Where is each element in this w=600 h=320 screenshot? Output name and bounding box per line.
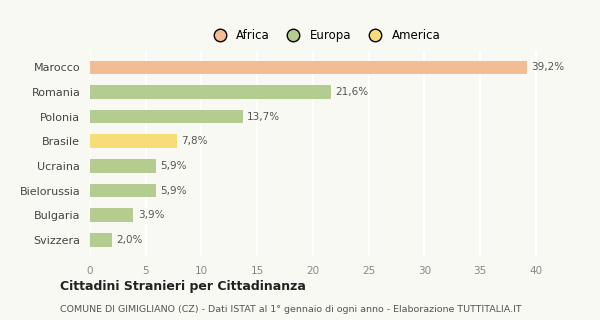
Bar	[90, 159, 156, 173]
Text: 2,0%: 2,0%	[117, 235, 143, 245]
Bar	[90, 85, 331, 99]
Text: COMUNE DI GIMIGLIANO (CZ) - Dati ISTAT al 1° gennaio di ogni anno - Elaborazione: COMUNE DI GIMIGLIANO (CZ) - Dati ISTAT a…	[60, 305, 521, 314]
Bar	[90, 208, 133, 222]
Legend: Africa, Europa, America: Africa, Europa, America	[203, 24, 445, 47]
Text: 5,9%: 5,9%	[160, 186, 187, 196]
Text: 7,8%: 7,8%	[181, 136, 208, 146]
Bar	[90, 134, 177, 148]
Bar	[90, 60, 527, 74]
Bar	[90, 110, 242, 124]
Text: 21,6%: 21,6%	[335, 87, 368, 97]
Bar	[90, 184, 156, 197]
Text: 3,9%: 3,9%	[138, 210, 164, 220]
Text: Cittadini Stranieri per Cittadinanza: Cittadini Stranieri per Cittadinanza	[60, 280, 306, 292]
Bar	[90, 233, 112, 247]
Text: 5,9%: 5,9%	[160, 161, 187, 171]
Text: 13,7%: 13,7%	[247, 112, 280, 122]
Text: 39,2%: 39,2%	[531, 62, 565, 72]
